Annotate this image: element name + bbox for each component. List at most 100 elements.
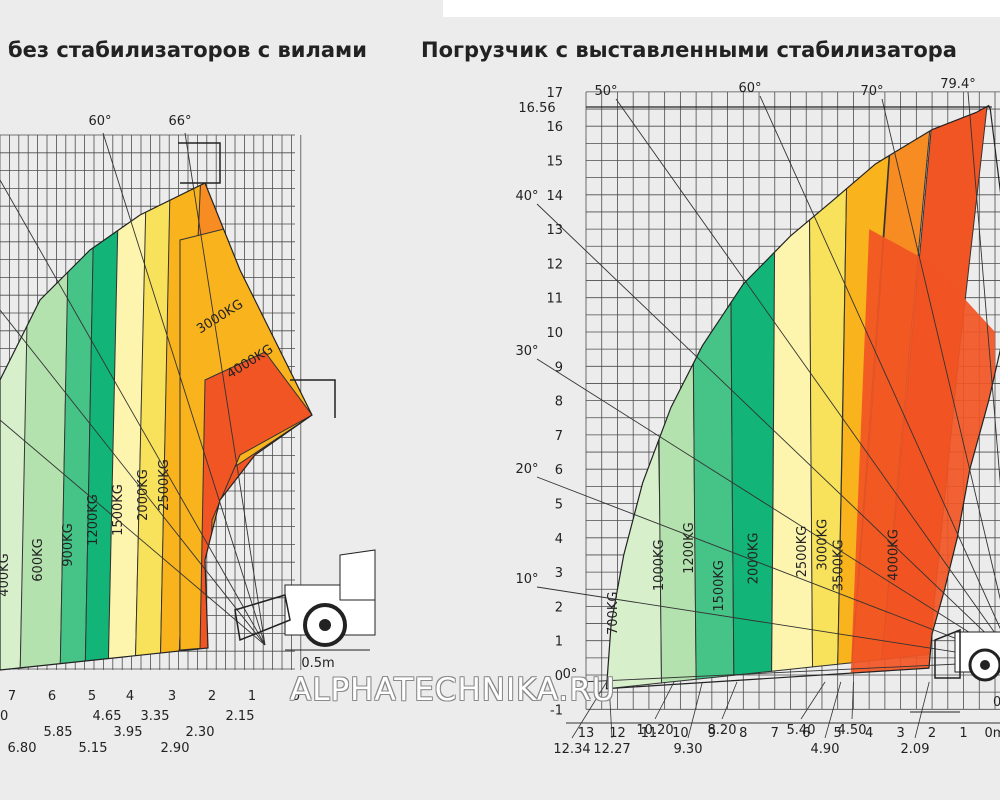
distance-leader-right-3 bbox=[687, 681, 703, 739]
y-tick-right-7: 7 bbox=[555, 429, 563, 444]
x-tick-right-8: 8 bbox=[739, 726, 747, 741]
x-tick-right-11: 11 bbox=[641, 726, 658, 741]
y-tick-right-17: 17 bbox=[546, 86, 563, 101]
zone-label-right-4000KG: 4000KG bbox=[886, 529, 901, 581]
top-bar bbox=[443, 0, 1000, 17]
y-tick-right-14: 14 bbox=[546, 189, 563, 204]
distance-left-1: 6.80 bbox=[8, 741, 37, 756]
distance-right-9.30: 9.30 bbox=[674, 742, 703, 757]
right-chart-title: Погрузчик с выставленными стабилизатора bbox=[421, 38, 957, 62]
zone-label-right-3500KG: 3500KG bbox=[831, 539, 846, 591]
zone-left-900KG bbox=[59, 183, 96, 670]
y-tick-right--1: -1 bbox=[550, 703, 563, 718]
x-tick-right-10: 10 bbox=[672, 726, 689, 741]
angle-line-right-3 bbox=[536, 358, 1000, 653]
distance-left-8: 2.30 bbox=[186, 725, 215, 740]
distance-left-2: 5.85 bbox=[44, 725, 73, 740]
angle-line-left-60 bbox=[102, 132, 266, 646]
distance-leader-right-8 bbox=[914, 681, 930, 739]
angle-line-right-6 bbox=[759, 95, 1000, 630]
scale-label-left: 0.5m bbox=[301, 656, 334, 671]
distance-right-4.90: 4.90 bbox=[811, 742, 840, 757]
zone-label-left-2500KG: 2500KG bbox=[157, 459, 172, 511]
zone-label-right-700KG: 700KG bbox=[606, 592, 621, 635]
loader-cab-left bbox=[339, 549, 376, 601]
loader-hub-left bbox=[319, 619, 331, 631]
distance-leader-right-1 bbox=[608, 681, 613, 739]
y-tick-right-2: 2 bbox=[555, 600, 563, 615]
x-tick-left-7: 7 bbox=[8, 689, 16, 704]
zone-right-1200KG bbox=[692, 276, 735, 680]
angle-line-left-b bbox=[0, 309, 266, 646]
distance-left-4: 4.65 bbox=[93, 709, 122, 724]
y-tick-right-12: 12 bbox=[546, 257, 563, 272]
distance-left-5: 3.95 bbox=[114, 725, 143, 740]
distance-leader-right-6 bbox=[824, 681, 842, 739]
distance-left-3: 5.15 bbox=[79, 741, 108, 756]
angle-label-right-2: 20° bbox=[515, 462, 538, 477]
scale-label-right: 0.5 bbox=[993, 695, 1000, 710]
zone-label-right-1200KG: 1200KG bbox=[682, 522, 697, 574]
x-tick-right-6: 6 bbox=[802, 726, 810, 741]
distance-leader-right-0 bbox=[571, 681, 608, 739]
y-tick-right-16: 16 bbox=[546, 120, 563, 135]
x-tick-left-0: 0 bbox=[292, 689, 300, 704]
y-tick-right-4: 4 bbox=[555, 532, 563, 547]
y-tick-right-16.56: 16.56 bbox=[518, 101, 555, 116]
x-tick-right-12: 12 bbox=[609, 726, 626, 741]
x-tick-left-4: 4 bbox=[126, 689, 134, 704]
zone-label-left-2000KG: 2000KG bbox=[136, 469, 151, 521]
left-chart-title: без стабилизаторов с вилами bbox=[8, 38, 367, 62]
angle-line-right-0 bbox=[579, 661, 1000, 683]
zone-label-right-1500KG: 1500KG bbox=[712, 560, 727, 612]
angle-label-right-5: 50° bbox=[594, 84, 617, 99]
distance-right-4.50: 4.50 bbox=[838, 723, 867, 738]
angle-label-right-1: 10° bbox=[515, 572, 538, 587]
loader-arm-left bbox=[234, 594, 291, 642]
loader-arm-right bbox=[934, 628, 961, 679]
distance-leader-right-2 bbox=[654, 681, 675, 720]
watermark: ALPHATECHNIKA.RU bbox=[290, 672, 616, 708]
zone-label-right-1000KG: 1000KG bbox=[652, 539, 667, 591]
left-mid-bracket bbox=[290, 379, 336, 418]
angle-line-left-a bbox=[0, 179, 266, 646]
x-tick-left-2: 2 bbox=[208, 689, 216, 704]
zone-label-right-3000KG: 3000KG bbox=[816, 519, 831, 571]
distance-leader-right-4 bbox=[721, 681, 738, 720]
angle-line-right-5 bbox=[615, 98, 1000, 641]
zone-label-right-2000KG: 2000KG bbox=[746, 533, 761, 585]
x-tick-left-1: 1 bbox=[248, 689, 256, 704]
x-tick-right-3: 3 bbox=[896, 726, 904, 741]
zone-right-1000KG bbox=[657, 327, 697, 684]
distance-left-7: 2.90 bbox=[161, 741, 190, 756]
loader-hub-right bbox=[980, 660, 990, 670]
angle-label-right-6: 60° bbox=[738, 81, 761, 96]
y-tick-right-15: 15 bbox=[546, 155, 563, 170]
zone-label-left-1200KG: 1200KG bbox=[86, 494, 101, 546]
zone-right-1500KG bbox=[730, 231, 776, 676]
angle-line-left-c bbox=[0, 419, 266, 646]
distance-left-9: 2.15 bbox=[226, 709, 255, 724]
distance-left-6: 3.35 bbox=[141, 709, 170, 724]
y-tick-right-10: 10 bbox=[546, 326, 563, 341]
zone-label-left-400KG: 400KG bbox=[0, 553, 12, 596]
zone-right-2000KG bbox=[771, 190, 814, 672]
loader-right bbox=[934, 628, 1000, 682]
y-tick-right-6: 6 bbox=[555, 463, 563, 478]
left-top-bracket bbox=[178, 142, 221, 184]
x-tick-right-5: 5 bbox=[834, 726, 842, 741]
y-tick-right-0: 0 bbox=[555, 669, 563, 684]
angle-label-right-4: 40° bbox=[515, 189, 538, 204]
x-tick-left-5: 5 bbox=[88, 689, 96, 704]
zone-label-left-1500KG: 1500KG bbox=[111, 484, 126, 536]
zone-label-left-900KG: 900KG bbox=[61, 523, 76, 566]
angle-line-left-66 bbox=[184, 132, 266, 646]
distance-right-8.20: 8.20 bbox=[708, 723, 737, 738]
angle-label-left-66: 66° bbox=[168, 114, 191, 129]
x-tick-left-3: 3 bbox=[168, 689, 176, 704]
distance-right-2.09: 2.09 bbox=[901, 742, 930, 757]
x-tick-right-2: 2 bbox=[928, 726, 936, 741]
x-tick-right-13: 13 bbox=[578, 726, 595, 741]
